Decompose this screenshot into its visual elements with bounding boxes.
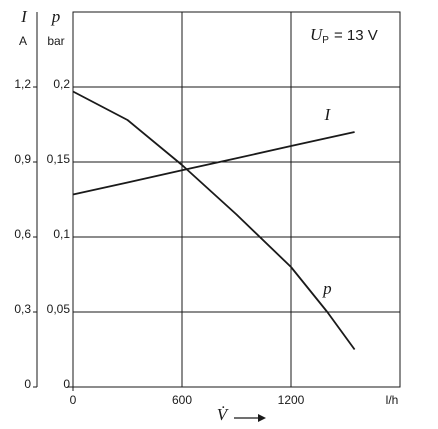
annotation: UP = 13 V xyxy=(310,25,378,46)
y2-tick-label: 0,1 xyxy=(53,227,70,241)
annotation-text: = 13 V xyxy=(334,27,378,44)
y-tick-label: 0 xyxy=(24,377,31,391)
y2-tick-label: 0 xyxy=(63,377,70,391)
series-line xyxy=(72,131,355,196)
y2-axis-title: p xyxy=(51,7,61,26)
x-arrow xyxy=(234,414,266,422)
series-label: I xyxy=(323,105,331,124)
y-axis-unit: A xyxy=(19,34,27,48)
y2-tick-label: 0,15 xyxy=(47,152,71,166)
x-tick-label: 0 xyxy=(70,393,77,407)
series-line xyxy=(72,90,356,351)
y2-tick-label: 0,2 xyxy=(53,77,70,91)
y-axis-title: I xyxy=(20,7,28,26)
y-tick-label: 0,6 xyxy=(14,227,31,241)
annotation-subscript: P xyxy=(322,35,329,46)
x-axis-unit: l/h xyxy=(386,393,399,407)
x-axis-title: V̇ xyxy=(217,405,230,424)
y2-axis-unit: bar xyxy=(47,34,64,48)
y-tick-label: 0,3 xyxy=(14,302,31,316)
annotation-symbol: U xyxy=(310,25,324,44)
y2-tick-label: 0,05 xyxy=(47,302,71,316)
x-tick-label: 600 xyxy=(172,393,192,407)
x-tick-label: 1200 xyxy=(278,393,305,407)
plot-frame xyxy=(72,11,401,388)
series-label: p xyxy=(322,279,332,298)
y-tick-label: 0,9 xyxy=(14,152,31,166)
y-tick-label: 1,2 xyxy=(14,77,31,91)
